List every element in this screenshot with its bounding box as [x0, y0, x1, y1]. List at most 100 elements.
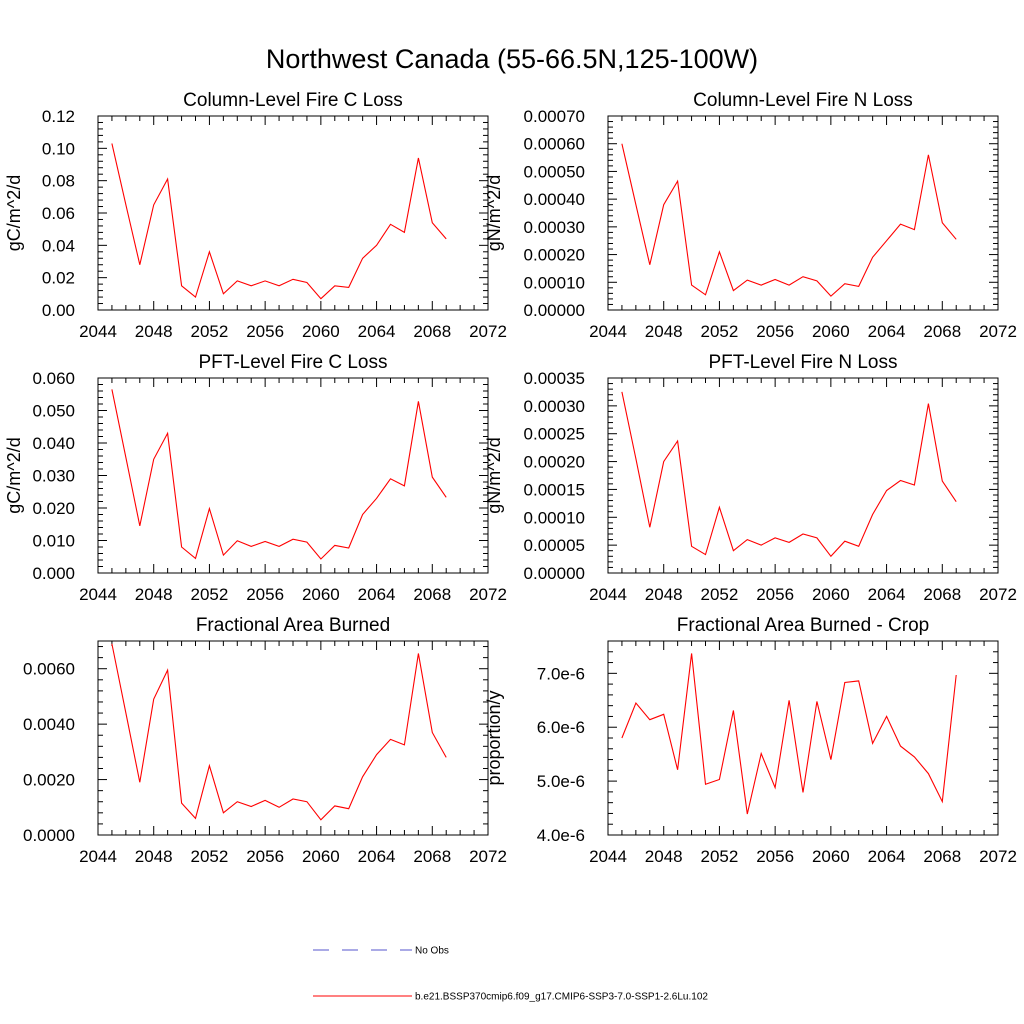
- chart-panel-5: 2044 2048 2052 2056 2060 2064 2068 2072 0.0000 0.…: [23, 615, 507, 866]
- x-tick-label: 2056: [756, 847, 794, 866]
- chart-panel-1: 2044 2048 2052 2056 2060 2064 2068 2072 0.00 0.02…: [4, 90, 507, 341]
- x-tick-label: 2068: [413, 322, 451, 341]
- x-tick-label: 2072: [979, 847, 1017, 866]
- y-tick-label: 0.0060: [23, 660, 75, 679]
- x-tick-label: 2064: [358, 585, 396, 604]
- x-tick-label: 2060: [812, 847, 850, 866]
- x-tick-label: 2056: [246, 847, 284, 866]
- series-line: [621, 653, 957, 815]
- x-tick-label: 2064: [358, 322, 396, 341]
- y-tick-label: 0.10: [42, 139, 75, 158]
- x-tick-label: 2060: [812, 585, 850, 604]
- x-tick-label: 2048: [135, 847, 173, 866]
- y-tick-label: 0.000: [32, 564, 75, 583]
- y-tick-label: 7.0e-6: [537, 664, 585, 683]
- x-tick-label: 2052: [701, 585, 739, 604]
- y-tick-label: 0.00: [42, 301, 75, 320]
- series-line: [621, 143, 957, 297]
- x-tick-label: 2072: [979, 322, 1017, 341]
- legend: No Obs b.e21.BSSP370cmip6.f09_g17.CMIP6-S…: [313, 946, 708, 1003]
- y-tick-label: 0.030: [32, 467, 75, 486]
- legend-label-2: b.e21.BSSP370cmip6.f09_g17.CMIP6-SSP3-7.…: [415, 992, 708, 1003]
- y-tick-label: 0.00010: [524, 508, 585, 527]
- y-axis-label: gN/m^2/d: [484, 437, 504, 513]
- y-axis-label: gC/m^2/d: [4, 437, 24, 513]
- y-tick-label: 0.0040: [23, 715, 75, 734]
- x-tick-label: 2044: [589, 585, 627, 604]
- x-tick-label: 2052: [191, 585, 229, 604]
- y-tick-label: 4.0e-6: [537, 826, 585, 845]
- chart-panel-2: 2044 2048 2052 2056 2060 2064 2068 2072 0.00000 0…: [484, 90, 1017, 341]
- series-line: [111, 643, 447, 821]
- x-tick-label: 2072: [979, 585, 1017, 604]
- x-tick-label: 2052: [191, 322, 229, 341]
- chart-panel-4: 2044 2048 2052 2056 2060 2064 2068 2072 0.00000 0…: [484, 352, 1017, 604]
- panel-title: Column-Level Fire N Loss: [693, 90, 913, 111]
- y-axis-label: proportion/y: [484, 690, 504, 785]
- legend-label-1: No Obs: [415, 946, 449, 957]
- y-tick-label: 0.020: [32, 499, 75, 518]
- x-tick-label: 2072: [469, 847, 507, 866]
- panel-title: Fractional Area Burned - Crop: [677, 615, 929, 636]
- y-tick-label: 0.00025: [524, 425, 585, 444]
- y-tick-label: 0.00015: [524, 480, 585, 499]
- y-tick-label: 0.00020: [524, 453, 585, 472]
- y-tick-label: 0.00040: [524, 190, 585, 209]
- chart-panel-3: 2044 2048 2052 2056 2060 2064 2068 2072 0.000 0.0…: [4, 352, 507, 604]
- y-tick-label: 0.0020: [23, 771, 75, 790]
- y-tick-label: 0.040: [32, 434, 75, 453]
- y-tick-label: 0.00060: [524, 135, 585, 154]
- y-tick-label: 0.02: [42, 269, 75, 288]
- y-axis-label: gC/m^2/d: [4, 175, 24, 251]
- x-tick-label: 2056: [756, 322, 794, 341]
- y-tick-label: 0.00005: [524, 536, 585, 555]
- x-tick-label: 2044: [589, 322, 627, 341]
- chart-panel-6: 2044 2048 2052 2056 2060 2064 2068 2072 4.0e-6 5.…: [484, 615, 1017, 866]
- y-tick-label: 5.0e-6: [537, 772, 585, 791]
- y-tick-label: 0.12: [42, 107, 75, 126]
- series-line: [621, 391, 957, 558]
- x-tick-label: 2044: [589, 847, 627, 866]
- x-tick-label: 2068: [413, 847, 451, 866]
- plot-frame: [97, 115, 489, 311]
- y-tick-label: 0.00050: [524, 162, 585, 181]
- x-tick-label: 2068: [923, 585, 961, 604]
- y-tick-label: 0.00035: [524, 369, 585, 388]
- y-tick-label: 0.00010: [524, 273, 585, 292]
- figure-title: Northwest Canada (55-66.5N,125-100W): [266, 44, 758, 74]
- chart-panels: 2044 2048 2052 2056 2060 2064 2068 2072 0.00 0.02…: [4, 90, 1017, 866]
- x-tick-label: 2052: [191, 847, 229, 866]
- x-tick-label: 2048: [645, 847, 683, 866]
- x-tick-label: 2056: [246, 585, 284, 604]
- x-tick-label: 2072: [469, 322, 507, 341]
- y-tick-label: 0.00030: [524, 218, 585, 237]
- x-tick-label: 2060: [302, 847, 340, 866]
- y-tick-label: 0.00070: [524, 107, 585, 126]
- series-line: [111, 389, 447, 560]
- x-tick-label: 2044: [79, 322, 117, 341]
- y-tick-label: 0.08: [42, 172, 75, 191]
- x-tick-label: 2060: [302, 322, 340, 341]
- plot-frame: [607, 377, 999, 574]
- y-tick-label: 0.0000: [23, 826, 75, 845]
- y-tick-label: 0.06: [42, 204, 75, 223]
- x-tick-label: 2056: [756, 585, 794, 604]
- plot-frame: [607, 640, 999, 836]
- y-tick-label: 0.050: [32, 402, 75, 421]
- y-tick-label: 0.00000: [524, 301, 585, 320]
- x-tick-label: 2052: [701, 847, 739, 866]
- x-tick-label: 2064: [868, 322, 906, 341]
- x-tick-label: 2044: [79, 585, 117, 604]
- y-tick-label: 0.00000: [524, 564, 585, 583]
- x-tick-label: 2068: [923, 322, 961, 341]
- x-tick-label: 2072: [469, 585, 507, 604]
- x-tick-label: 2064: [868, 585, 906, 604]
- panel-title: PFT-Level Fire N Loss: [709, 352, 898, 373]
- x-tick-label: 2056: [246, 322, 284, 341]
- x-tick-label: 2052: [701, 322, 739, 341]
- x-tick-label: 2060: [812, 322, 850, 341]
- x-tick-label: 2048: [135, 322, 173, 341]
- plot-frame: [97, 377, 489, 574]
- y-tick-label: 0.010: [32, 532, 75, 551]
